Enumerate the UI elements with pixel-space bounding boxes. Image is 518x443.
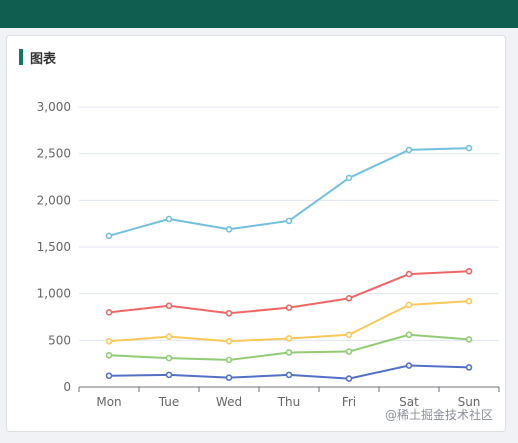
data-point[interactable] <box>285 371 293 379</box>
data-point[interactable] <box>405 362 413 369</box>
x-tick-label: Sun <box>458 395 481 409</box>
data-point[interactable] <box>165 333 173 340</box>
data-point[interactable] <box>345 375 353 382</box>
title-accent-bar <box>19 49 23 65</box>
data-point[interactable] <box>405 270 413 278</box>
y-tick-label: 1,000 <box>37 287 71 301</box>
data-point[interactable] <box>165 302 173 310</box>
chart-card: 图表 0 500 1,000 1,500 2,000 2,500 3,000 Mon Tue We… <box>6 35 506 432</box>
data-point[interactable] <box>345 331 353 339</box>
card-title: 图表 <box>30 51 57 67</box>
data-point[interactable] <box>105 309 113 316</box>
y-tick-label: 1,500 <box>37 240 71 254</box>
data-point[interactable] <box>345 348 353 355</box>
data-point[interactable] <box>285 304 293 311</box>
x-tick-label: Mon <box>96 395 121 409</box>
data-point[interactable] <box>225 309 233 317</box>
data-point[interactable] <box>345 174 353 182</box>
data-point[interactable] <box>465 144 473 152</box>
data-point[interactable] <box>285 335 293 342</box>
data-point[interactable] <box>225 225 233 233</box>
watermark: @稀土掘金技术社区 <box>384 408 493 422</box>
x-tick-label: Thu <box>277 395 301 409</box>
y-tick-label: 500 <box>48 333 71 347</box>
data-point[interactable] <box>405 301 413 309</box>
data-point[interactable] <box>165 371 173 379</box>
data-point[interactable] <box>105 232 113 240</box>
data-point[interactable] <box>105 372 113 380</box>
data-point[interactable] <box>465 336 473 343</box>
data-point[interactable] <box>165 354 173 362</box>
y-tick-label: 2,500 <box>37 147 71 161</box>
data-point[interactable] <box>465 364 473 371</box>
line-chart: 0 500 1,000 1,500 2,000 2,500 3,000 Mon Tue Wed Th… <box>37 100 500 409</box>
data-point[interactable] <box>345 295 353 302</box>
x-tick-label: Fri <box>342 395 356 409</box>
data-point[interactable] <box>465 267 473 275</box>
data-point[interactable] <box>165 215 173 223</box>
y-tick-label: 0 <box>63 380 71 394</box>
y-tick-label: 2,000 <box>37 193 71 207</box>
data-point[interactable] <box>465 297 473 305</box>
data-point[interactable] <box>405 146 413 154</box>
data-point[interactable] <box>405 331 413 339</box>
data-point[interactable] <box>225 374 233 381</box>
y-tick-label: 3,000 <box>37 100 71 114</box>
data-point[interactable] <box>285 217 293 225</box>
data-point[interactable] <box>285 349 293 356</box>
data-point[interactable] <box>225 337 233 345</box>
top-bar <box>0 0 518 28</box>
x-tick-label: Tue <box>158 395 180 409</box>
x-tick-label: Sat <box>399 395 419 409</box>
data-point[interactable] <box>105 337 113 345</box>
x-tick-label: Wed <box>216 395 242 409</box>
data-point[interactable] <box>225 356 233 364</box>
data-point[interactable] <box>105 351 113 359</box>
card-header: 图表 <box>19 48 57 67</box>
